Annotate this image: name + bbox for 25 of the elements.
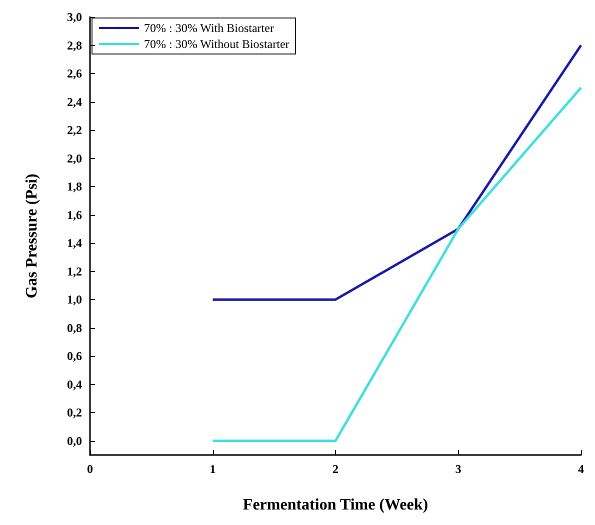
y-tick-label: 2,2 [67,123,82,138]
x-tick-label: 3 [455,462,462,476]
x-tick-label: 1 [210,462,216,476]
y-tick-label: 1,0 [67,292,82,307]
y-tick-label: 0,2 [67,406,82,420]
x-tick-label: 2 [332,462,338,476]
y-tick-label: 2,6 [67,66,82,81]
legend-label: 70% : 30% Without Biostarter [144,37,290,51]
y-tick-label: 0,0 [67,434,82,448]
x-axis-title: Fermentation Time (Week) [242,496,428,514]
y-tick-label: 2,0 [67,151,82,166]
y-tick-label: 1,2 [67,264,82,278]
y-tick-label: 1,4 [67,236,82,250]
y-tick-label: 3,0 [67,10,82,24]
y-tick-label: 2,8 [67,38,82,52]
y-tick-label: 0,4 [67,377,82,392]
x-tick-label: 0 [87,462,93,476]
y-tick-label: 0,6 [67,349,82,364]
y-tick-label: 1,8 [67,180,82,194]
y-axis-title: Gas Pressure (Psi) [24,174,40,298]
legend-label: 70% : 30% With Biostarter [144,21,274,35]
x-tick-label: 4 [578,462,584,476]
y-tick-label: 2,4 [67,94,82,109]
y-tick-label: 1,6 [67,208,82,222]
y-tick-label: 0,8 [67,320,82,335]
